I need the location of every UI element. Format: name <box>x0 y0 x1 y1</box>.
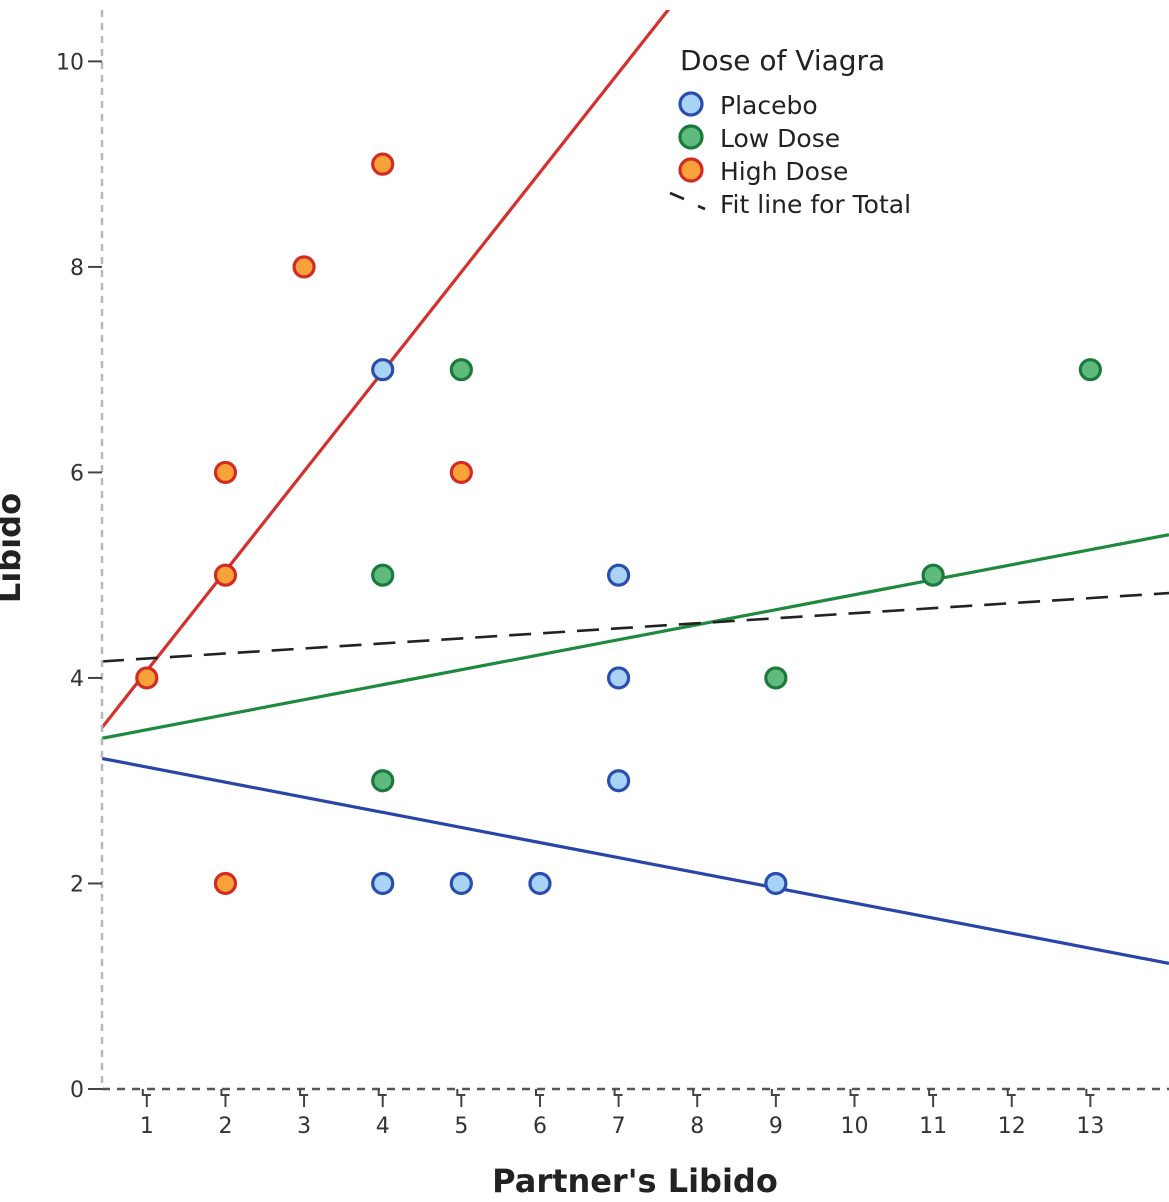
x-tick-label: 12 <box>998 1114 1026 1139</box>
x-tick-mark <box>1006 1089 1016 1107</box>
legend-marker-low-dose <box>678 124 704 150</box>
point-low-dose <box>764 666 788 690</box>
legend-label-low-dose: Low Dose <box>720 124 840 153</box>
x-tick-mark <box>456 1089 466 1107</box>
x-tick-mark <box>928 1089 938 1107</box>
x-tick-label: 13 <box>1076 1114 1104 1139</box>
x-tick-label: 2 <box>218 1114 232 1139</box>
x-tick-label: 4 <box>376 1114 390 1139</box>
x-tick-label: 11 <box>919 1114 947 1139</box>
x-tick-label: 3 <box>297 1114 311 1139</box>
x-tick-label: 6 <box>533 1114 547 1139</box>
point-high-dose <box>213 460 238 485</box>
point-placebo <box>528 871 552 896</box>
fit-line-total <box>102 591 1169 663</box>
point-placebo <box>371 358 395 382</box>
x-tick-label: 8 <box>690 1114 704 1139</box>
fit-line-low-dose <box>102 533 1169 740</box>
y-tick-label: 0 <box>70 1078 84 1103</box>
legend-marker-fit-line-for-total <box>669 191 706 211</box>
x-tick-label: 10 <box>840 1114 868 1139</box>
x-tick-mark <box>1085 1089 1095 1107</box>
x-tick-mark <box>141 1089 151 1107</box>
y-tick-label: 2 <box>70 872 84 897</box>
point-low-dose <box>449 358 473 382</box>
fit-line-high-dose <box>102 10 671 729</box>
x-tick-label: 5 <box>454 1114 468 1139</box>
x-tick-mark <box>613 1089 623 1107</box>
point-high-dose <box>449 460 473 485</box>
point-low-dose <box>921 563 945 587</box>
legend-label-high-dose: High Dose <box>720 157 848 186</box>
x-tick-mark <box>534 1089 544 1107</box>
point-placebo <box>606 563 631 587</box>
x-tick-mark <box>849 1089 859 1107</box>
x-tick-mark <box>299 1089 309 1107</box>
x-tick-mark <box>220 1089 230 1107</box>
y-tick-label: 8 <box>70 256 84 281</box>
point-placebo <box>371 871 395 896</box>
x-tick-label: 9 <box>769 1114 783 1139</box>
legend: Dose of Viagra Placebo Low Dose High Dose F… <box>669 44 911 219</box>
y-axis-title: Libido <box>0 493 28 603</box>
point-low-dose <box>1078 358 1102 382</box>
legend-label-placebo: Placebo <box>720 91 818 120</box>
legend-title: Dose of Viagra <box>680 44 885 77</box>
point-placebo <box>449 871 473 896</box>
x-axis-title: Partner's Libido <box>492 1162 778 1200</box>
y-tick-label: 6 <box>70 461 84 486</box>
point-placebo <box>606 769 631 793</box>
point-high-dose <box>213 871 238 896</box>
y-tick-label: 4 <box>70 667 84 692</box>
x-tick-mark <box>377 1089 387 1107</box>
fit-line-placebo <box>102 756 1169 965</box>
x-tick-label: 7 <box>612 1114 626 1139</box>
point-high-dose <box>135 666 159 690</box>
legend-marker-placebo <box>678 91 704 117</box>
legend-marker-high-dose <box>678 157 704 183</box>
point-low-dose <box>371 769 395 793</box>
point-placebo <box>764 871 788 896</box>
point-high-dose <box>292 255 316 279</box>
data-points <box>135 152 1102 896</box>
x-tick-mark <box>692 1089 702 1107</box>
fit-lines <box>102 10 1169 965</box>
point-placebo <box>606 666 631 690</box>
point-low-dose <box>371 563 395 587</box>
point-high-dose <box>213 563 238 587</box>
y-tick-label: 10 <box>56 50 84 75</box>
legend-label-fit-line-for-total: Fit line for Total <box>720 190 911 219</box>
point-high-dose <box>371 152 395 176</box>
x-tick-label: 1 <box>140 1114 154 1139</box>
x-tick-mark <box>770 1089 780 1107</box>
